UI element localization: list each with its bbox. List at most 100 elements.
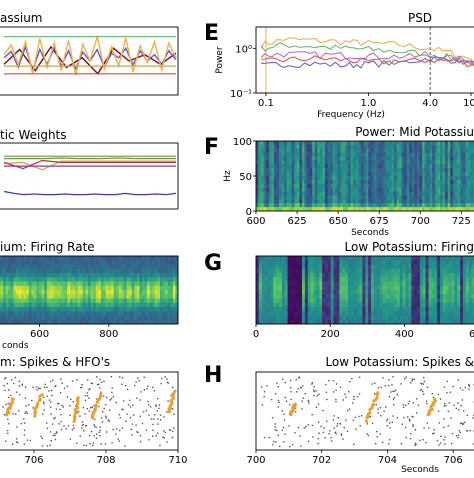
- heatmap-cell: [360, 316, 363, 321]
- heatmap-cell: [106, 303, 109, 308]
- heatmap-cell: [315, 164, 318, 168]
- heatmap-cell: [266, 192, 269, 196]
- heatmap-cell: [147, 273, 150, 278]
- heatmap-cell: [299, 176, 302, 180]
- heatmap-cell: [371, 203, 374, 207]
- heatmap-cell: [26, 307, 29, 312]
- heatmap-cell: [47, 294, 50, 299]
- heatmap-cell: [325, 160, 328, 164]
- heatmap-cell: [420, 286, 423, 291]
- heatmap-cell: [292, 180, 295, 184]
- heatmap-cell: [339, 290, 342, 295]
- heatmap-cell: [339, 286, 342, 291]
- heatmap-cell: [328, 316, 331, 321]
- heatmap-cell: [3, 316, 6, 321]
- heatmap-cell: [397, 184, 400, 188]
- heatmap-cell: [155, 299, 158, 304]
- heatmap-cell: [269, 145, 272, 149]
- heatmap-cell: [362, 260, 365, 265]
- heatmap-cell: [265, 294, 268, 299]
- heatmap-cell: [24, 290, 27, 295]
- heatmap-cell: [458, 160, 461, 164]
- spike-point: [401, 443, 402, 444]
- heatmap-cell: [311, 277, 314, 282]
- heatmap-cell: [340, 192, 343, 196]
- heatmap-cell: [312, 145, 315, 149]
- heatmap-cell: [445, 188, 448, 192]
- heatmap-ytick-label-1: 50: [239, 172, 252, 183]
- heatmap-cell: [412, 199, 415, 203]
- heatmap-cell: [394, 153, 397, 157]
- heatmap-cell: [302, 188, 305, 192]
- spike-point: [439, 422, 440, 423]
- heatmap-cell: [340, 195, 343, 199]
- spike-point: [106, 417, 107, 418]
- heatmap-cell: [287, 176, 290, 180]
- heatmap-cell: [137, 303, 140, 308]
- heatmap-cell: [325, 269, 328, 274]
- heatmap-cell: [116, 307, 119, 312]
- heatmap-cell: [427, 141, 430, 145]
- heatmap-cell: [423, 286, 426, 291]
- heatmap-cell: [425, 160, 428, 164]
- spike-point: [93, 443, 94, 444]
- heatmap-cell: [389, 188, 392, 192]
- heatmap-cell: [13, 303, 16, 308]
- heatmap-cell: [279, 160, 282, 164]
- heatmap-cell: [420, 164, 423, 168]
- heatmap-cell: [259, 269, 262, 274]
- heatmap-cell: [49, 260, 52, 265]
- heatmap-cell: [409, 141, 412, 145]
- heatmap-cell: [305, 172, 308, 176]
- heatmap-cell: [29, 256, 32, 261]
- heatmap-cell: [305, 260, 308, 265]
- heatmap-cell: [345, 164, 348, 168]
- spike-point: [151, 418, 152, 419]
- spike-point: [353, 444, 354, 445]
- heatmap-cell: [163, 299, 166, 304]
- heatmap-cell: [345, 256, 348, 261]
- heatmap-cell: [400, 311, 403, 316]
- heatmap-cell: [139, 273, 142, 278]
- heatmap-cell: [302, 282, 305, 287]
- heatmap-cell: [385, 269, 388, 274]
- series-line-b-1: [4, 158, 176, 159]
- heatmap-cell: [427, 203, 430, 207]
- heatmap-cell: [62, 290, 65, 295]
- heatmap-cell: [93, 269, 96, 274]
- spike-point: [318, 403, 319, 404]
- heatmap-cell: [127, 286, 130, 291]
- spike-point: [302, 385, 303, 386]
- heatmap-cell: [406, 277, 409, 282]
- heatmap-cell: [412, 160, 415, 164]
- heatmap-cell: [155, 282, 158, 287]
- heatmap-cell: [39, 256, 42, 261]
- heatmap-cell: [147, 294, 150, 299]
- heatmap-cell: [268, 273, 271, 278]
- spike-point: [42, 413, 43, 414]
- heatmap-cell: [348, 172, 351, 176]
- spike-point: [136, 431, 137, 432]
- heatmap-cell: [73, 277, 76, 282]
- heatmap-cell: [16, 286, 19, 291]
- heatmap-cell: [384, 176, 387, 180]
- heatmap-cell: [265, 269, 268, 274]
- spike-point: [347, 431, 348, 432]
- heatmap-cell: [437, 269, 440, 274]
- heatmap-cell: [348, 160, 351, 164]
- heatmap-cell: [282, 172, 285, 176]
- heatmap-cell: [363, 172, 366, 176]
- heatmap-cell: [279, 277, 282, 282]
- spike-point: [305, 426, 306, 427]
- heatmap-cell: [435, 153, 438, 157]
- heatmap-cell: [271, 180, 274, 184]
- heatmap-cell: [271, 153, 274, 157]
- spike-point: [2, 406, 3, 407]
- heatmap-cell: [289, 203, 292, 207]
- heatmap-cell: [455, 203, 458, 207]
- heatmap-cell: [21, 303, 24, 308]
- heatmap-cell: [16, 260, 19, 265]
- spike-point: [453, 404, 454, 405]
- heatmap-cell: [109, 256, 112, 261]
- heatmap-cell: [294, 141, 297, 145]
